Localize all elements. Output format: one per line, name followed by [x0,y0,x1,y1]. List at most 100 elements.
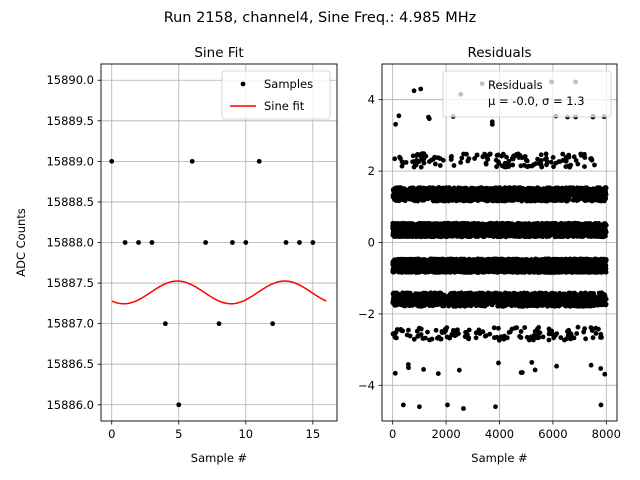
residual-point [578,151,584,157]
sine-fit-title: Sine Fit [194,45,243,61]
residual-point [392,156,398,162]
sample-point [230,240,235,245]
residual-point [447,335,453,341]
p0-xtick-label: 0 [108,427,115,441]
residual-point [496,161,502,167]
residual-point [425,329,430,335]
residuals-grid [382,64,617,421]
sample-point [189,158,195,164]
residual-point [588,362,594,368]
residual-point [465,158,471,164]
residual-point [589,157,595,163]
p0-ytick-label: 15890.0 [46,73,94,87]
sample-point [176,402,182,408]
p0-ytick-label: 15889.0 [46,154,94,168]
residual-point [421,160,427,166]
sample-point [297,240,302,245]
residual-point [393,121,398,127]
legend-samples-marker [240,81,246,87]
residual-point [435,335,440,341]
residual-point [499,163,505,169]
residual-point [496,325,501,331]
residual-point [411,336,417,342]
p0-ytick-label: 15886.0 [46,398,94,412]
p0-ytick-label: 15887.5 [46,276,94,290]
residual-point [504,154,509,160]
residuals-points-layer [390,79,609,411]
p0-xtick-label: 15 [306,427,321,441]
sine-fit-legend: Samples Sine fit [221,70,331,120]
residual-point [473,335,479,341]
residual-point [593,331,599,336]
residual-point [406,327,411,333]
sample-point [256,158,262,164]
residual-point [418,164,424,170]
sample-point [203,240,208,245]
legend-samples-label: Samples [264,77,313,91]
residual-point [598,335,603,340]
residual-point [546,337,552,343]
residual-point [560,151,566,157]
sine-fit-legend-box [221,70,331,120]
residual-point [518,329,524,334]
residual-point [543,151,549,157]
residual-point [575,324,581,330]
figure-title: Run 2158, channel4, Sine Freq.: 4.985 MH… [164,10,477,26]
residual-point [491,325,497,331]
p0-ytick-label: 15889.5 [46,114,94,128]
sample-point [243,240,249,245]
residual-point [392,370,398,376]
residual-point [404,332,410,338]
residual-point [421,367,426,372]
sample-point [310,240,316,245]
p0-ytick-label: 15887.0 [46,317,94,331]
residual-point [480,154,486,160]
sine-fit-ticks: 0 5 10 15 15886.0 15886.5 15887.0 15887.5 15888.… [46,73,320,441]
residual-point [582,151,587,157]
p0-ytick-label: 15888.0 [46,236,94,250]
sample-point [216,321,222,327]
residual-point [582,164,587,170]
sine-fit-curve-layer [111,280,327,305]
sample-point [122,240,128,245]
residual-point [496,360,501,366]
residual-point [529,360,535,365]
legend-sine-fit-label: Sine fit [264,99,305,113]
residual-point [399,163,405,169]
p0-xtick-label: 5 [175,427,182,441]
residual-point [456,367,462,373]
residual-point [590,335,596,341]
residual-point [574,331,580,336]
residual-point [596,326,601,332]
sample-point [162,321,168,327]
p0-xtick-label: 10 [238,427,253,441]
sample-point [283,240,289,245]
residual-point [532,367,538,373]
sine-fit-panel: 0 5 10 15 15886.0 15886.5 15887.0 15887.5 15888.… [14,45,338,465]
residual-point [438,336,444,342]
residual-point [487,151,493,157]
residual-point [571,154,577,160]
sample-point [136,240,141,245]
residual-point [396,113,402,119]
p0-ytick-label: 15886.5 [46,357,94,371]
sine-fit-ylabel: ADC Counts [14,208,28,277]
residual-point [459,155,465,161]
residual-point [433,161,438,167]
sine-fit-xlabel: Sample # [191,451,247,465]
sine-fit-samples-layer [109,158,316,408]
p0-ytick-label: 15888.5 [46,195,94,209]
residual-point [403,160,409,165]
residual-point [437,163,443,168]
residual-point [550,155,556,160]
sample-point [149,240,155,245]
residual-point [524,158,530,164]
residual-point [433,327,439,333]
residual-point [551,164,556,170]
sample-point [109,158,115,164]
residual-point [483,333,489,338]
sample-point [270,321,276,327]
sine-fit-curve [111,280,327,305]
